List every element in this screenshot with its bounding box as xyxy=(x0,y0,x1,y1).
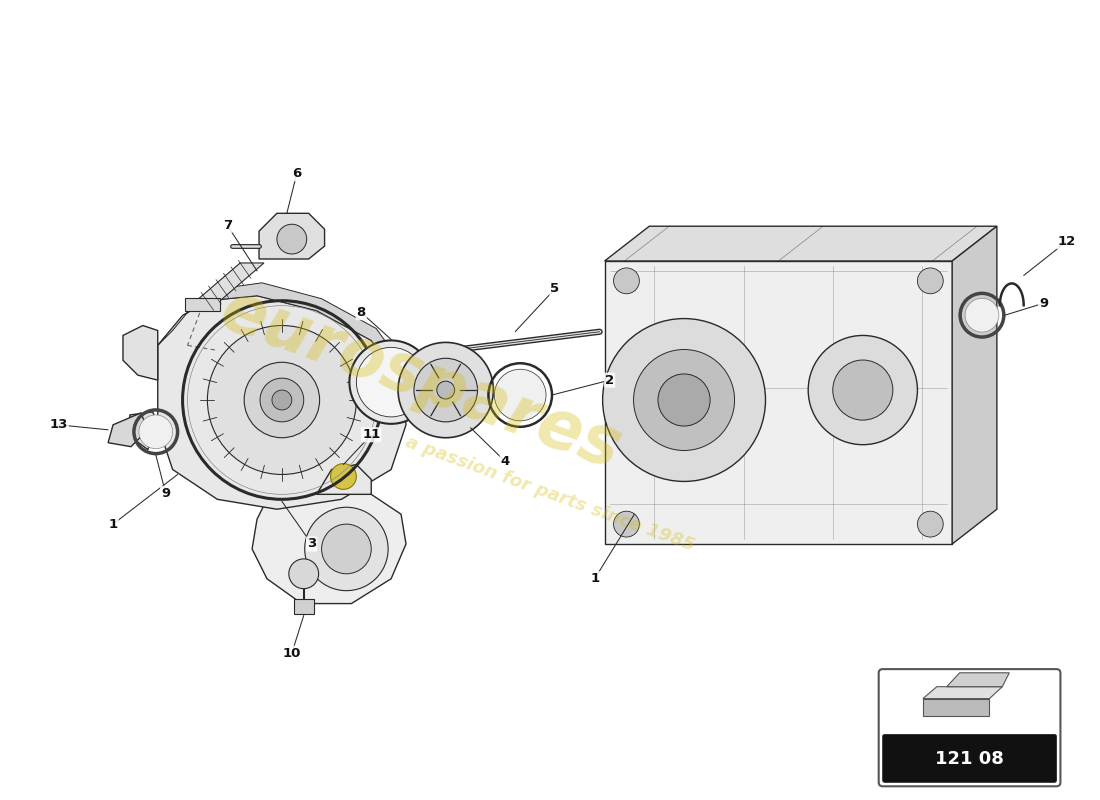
Polygon shape xyxy=(317,465,372,494)
Text: 8: 8 xyxy=(356,306,366,319)
Circle shape xyxy=(244,362,320,438)
Text: 9: 9 xyxy=(1040,297,1048,310)
Polygon shape xyxy=(294,598,313,614)
Circle shape xyxy=(494,370,546,421)
Text: 12: 12 xyxy=(1057,235,1076,248)
Polygon shape xyxy=(128,412,157,450)
Circle shape xyxy=(321,524,371,574)
Circle shape xyxy=(398,342,494,438)
Text: 10: 10 xyxy=(283,646,301,660)
Circle shape xyxy=(917,268,944,294)
Circle shape xyxy=(139,415,173,449)
Polygon shape xyxy=(190,263,264,306)
Circle shape xyxy=(833,360,893,420)
Polygon shape xyxy=(108,413,147,446)
Polygon shape xyxy=(252,490,406,603)
Circle shape xyxy=(350,341,432,424)
Circle shape xyxy=(658,374,711,426)
Text: 6: 6 xyxy=(293,167,301,180)
Text: 5: 5 xyxy=(550,282,560,295)
Circle shape xyxy=(603,318,766,482)
Text: eurospares: eurospares xyxy=(211,277,630,483)
FancyBboxPatch shape xyxy=(882,734,1056,782)
Polygon shape xyxy=(123,326,157,380)
Text: 13: 13 xyxy=(50,418,67,431)
FancyBboxPatch shape xyxy=(879,669,1060,786)
Circle shape xyxy=(917,511,944,537)
Polygon shape xyxy=(258,214,324,259)
Polygon shape xyxy=(157,296,406,510)
Text: 11: 11 xyxy=(362,428,381,442)
Polygon shape xyxy=(605,261,953,544)
Text: 1: 1 xyxy=(109,518,118,530)
Text: 7: 7 xyxy=(222,218,232,232)
Text: 3: 3 xyxy=(307,538,317,550)
Circle shape xyxy=(614,511,639,537)
Circle shape xyxy=(330,463,356,490)
Polygon shape xyxy=(947,673,1010,686)
Circle shape xyxy=(414,358,477,422)
Text: 1: 1 xyxy=(590,572,600,586)
Circle shape xyxy=(965,298,999,332)
Circle shape xyxy=(272,390,292,410)
Text: 121 08: 121 08 xyxy=(935,750,1004,768)
Circle shape xyxy=(808,335,917,445)
Circle shape xyxy=(634,350,735,450)
Circle shape xyxy=(289,559,319,589)
Circle shape xyxy=(437,381,454,399)
Polygon shape xyxy=(185,298,220,310)
Polygon shape xyxy=(923,698,989,717)
Polygon shape xyxy=(923,686,1002,698)
Circle shape xyxy=(356,347,426,417)
Circle shape xyxy=(614,268,639,294)
Polygon shape xyxy=(605,226,997,261)
Circle shape xyxy=(305,507,388,590)
Circle shape xyxy=(277,224,307,254)
Polygon shape xyxy=(157,283,406,380)
Text: 9: 9 xyxy=(161,487,170,500)
Circle shape xyxy=(208,326,356,474)
Text: a passion for parts since 1985: a passion for parts since 1985 xyxy=(403,434,697,555)
Text: 2: 2 xyxy=(605,374,614,386)
Text: 4: 4 xyxy=(500,455,510,468)
Circle shape xyxy=(260,378,304,422)
Polygon shape xyxy=(953,226,997,544)
